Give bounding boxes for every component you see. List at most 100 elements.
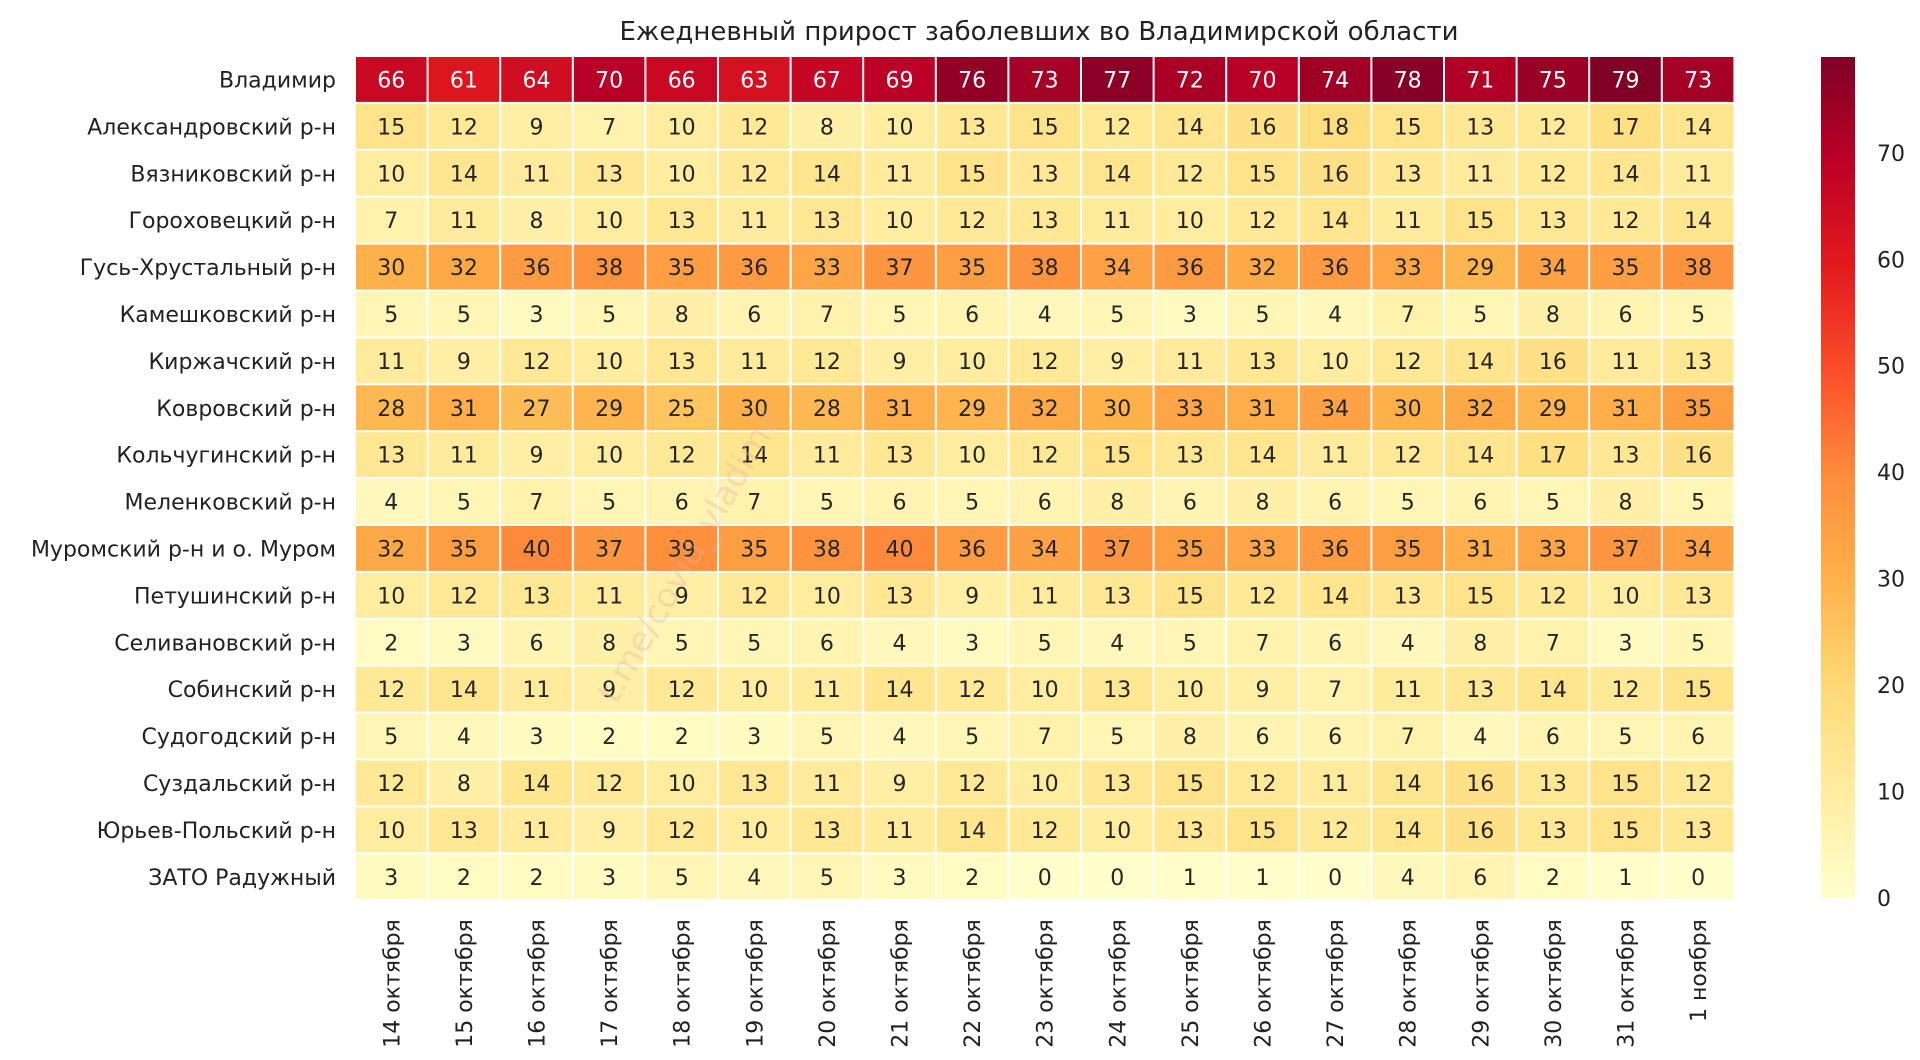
cell-value-label: 11	[1394, 209, 1422, 234]
heatmap-cell	[1227, 385, 1298, 431]
cell-value-label: 15	[1612, 819, 1640, 844]
heatmap-cell	[936, 432, 1008, 478]
heatmap-cell	[864, 666, 935, 712]
cell-value-label: 13	[1539, 209, 1567, 234]
cell-value-label: 12	[958, 209, 986, 234]
cell-value-label: 31	[1612, 397, 1640, 422]
cell-value-label: 39	[668, 537, 696, 562]
cell-value-label: 12	[1539, 115, 1567, 140]
heatmap-cell	[573, 713, 645, 759]
heatmap-cell	[1372, 197, 1443, 243]
cell-value-label: 30	[377, 256, 405, 281]
heatmap-cell	[1372, 807, 1443, 853]
cell-value-label: 36	[958, 537, 986, 562]
heatmap-cell	[428, 854, 500, 900]
heatmap-cell	[1299, 432, 1371, 478]
cell-value-label: 36	[1321, 537, 1349, 562]
heatmap-cell	[864, 854, 935, 900]
cell-value-label: 4	[384, 491, 398, 516]
cell-value-label: 12	[958, 772, 986, 797]
cell-value-label: 5	[602, 303, 616, 328]
heatmap-cell	[1662, 197, 1734, 243]
cell-value-label: 4	[893, 631, 907, 656]
heatmap-cell	[1372, 572, 1443, 618]
cell-value-label: 35	[740, 537, 768, 562]
heatmap-cell	[864, 713, 935, 759]
cell-value-label: 10	[1612, 584, 1640, 609]
cell-value-label: 37	[1612, 537, 1640, 562]
heatmap-cell	[1590, 854, 1661, 900]
heatmap-cell	[428, 338, 500, 384]
heatmap-cell	[1227, 760, 1298, 806]
cell-value-label: 31	[1466, 537, 1494, 562]
cell-value-label: 1	[1256, 866, 1270, 891]
cell-value-label: 15	[377, 115, 405, 140]
cell-value-label: 32	[1031, 397, 1059, 422]
cell-value-label: 11	[886, 819, 914, 844]
cell-value-label: 66	[377, 68, 405, 93]
cell-value-label: 8	[1256, 491, 1270, 516]
colorbar: 0 10 20 30 40 50 60 70	[1821, 57, 1905, 912]
heatmap-cell	[573, 760, 645, 806]
cell-value-label: 13	[377, 444, 405, 469]
cell-value-label: 5	[893, 303, 907, 328]
cell-value-label: 10	[958, 444, 986, 469]
cell-value-label: 61	[450, 68, 478, 93]
heatmap-cell	[501, 572, 572, 618]
row-labels: Владимир Александровский р-н Вязниковский …	[31, 68, 336, 890]
heatmap-cell	[1299, 619, 1371, 665]
heatmap-cell	[1517, 713, 1589, 759]
cell-value-label: 2	[602, 725, 616, 750]
cell-value-label: 10	[740, 819, 768, 844]
cell-value-label: 11	[813, 772, 841, 797]
heatmap-cell	[1590, 619, 1661, 665]
heatmap-cell	[791, 150, 863, 196]
cell-value-label: 6	[1328, 491, 1342, 516]
cell-value-label: 13	[1394, 162, 1422, 187]
heatmap-cell	[501, 197, 572, 243]
heatmap-cell	[1082, 854, 1153, 900]
cell-value-label: 10	[668, 772, 696, 797]
heatmap-cell	[791, 432, 863, 478]
cell-value-label: 3	[965, 631, 979, 656]
cell-value-label: 11	[523, 162, 551, 187]
heatmap-cell	[1154, 760, 1226, 806]
cell-value-label: 14	[1394, 819, 1422, 844]
cell-value-label: 13	[1466, 115, 1494, 140]
heatmap-cell	[1082, 291, 1153, 337]
cell-value-label: 16	[1684, 444, 1712, 469]
cell-value-label: 34	[1539, 256, 1567, 281]
cell-value-label: 5	[1473, 303, 1487, 328]
row-label: Ковровский р-н	[156, 397, 336, 422]
heatmap-cell	[1299, 479, 1371, 524]
heatmap-cell	[791, 291, 863, 337]
cell-value-label: 66	[668, 68, 696, 93]
colorbar-tick-label: 50	[1877, 355, 1905, 380]
cell-value-label: 34	[1321, 397, 1349, 422]
cell-value-label: 14	[1321, 584, 1349, 609]
heatmap-cell	[1590, 103, 1661, 149]
row-label: Кольчугинский р-н	[116, 444, 336, 469]
column-label: 23 октября	[1034, 919, 1059, 1048]
heatmap-cell	[1009, 760, 1080, 806]
heatmap-cell	[428, 244, 500, 290]
colorbar-tick-label: 10	[1877, 781, 1905, 806]
heatmap-cell	[1227, 854, 1298, 900]
heatmap-cell	[1082, 666, 1153, 712]
heatmap-cell	[646, 760, 717, 806]
heatmap-cell	[1517, 479, 1589, 524]
heatmap-cell	[1517, 385, 1589, 431]
heatmap-cell	[501, 338, 572, 384]
heatmap-cell	[1445, 244, 1516, 290]
cell-value-label: 6	[820, 631, 834, 656]
cell-value-label: 31	[886, 397, 914, 422]
cell-value-label: 5	[1619, 725, 1633, 750]
cell-value-label: 11	[1394, 678, 1422, 703]
heatmap-cell	[573, 244, 645, 290]
heatmap-cell	[1009, 807, 1080, 853]
cell-value-label: 35	[1394, 537, 1422, 562]
cell-value-label: 10	[958, 350, 986, 375]
cell-value-label: 5	[1038, 631, 1052, 656]
column-label: 26 октября	[1252, 919, 1277, 1048]
cell-value-label: 13	[1249, 350, 1277, 375]
